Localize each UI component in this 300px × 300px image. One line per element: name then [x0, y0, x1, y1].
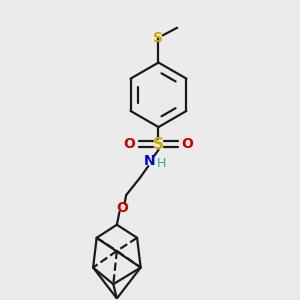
- Text: O: O: [182, 137, 193, 151]
- Text: N: N: [144, 154, 156, 168]
- Text: S: S: [154, 31, 164, 45]
- Text: O: O: [116, 201, 128, 215]
- Text: O: O: [124, 137, 136, 151]
- Text: H: H: [157, 157, 167, 170]
- Text: S: S: [153, 136, 164, 152]
